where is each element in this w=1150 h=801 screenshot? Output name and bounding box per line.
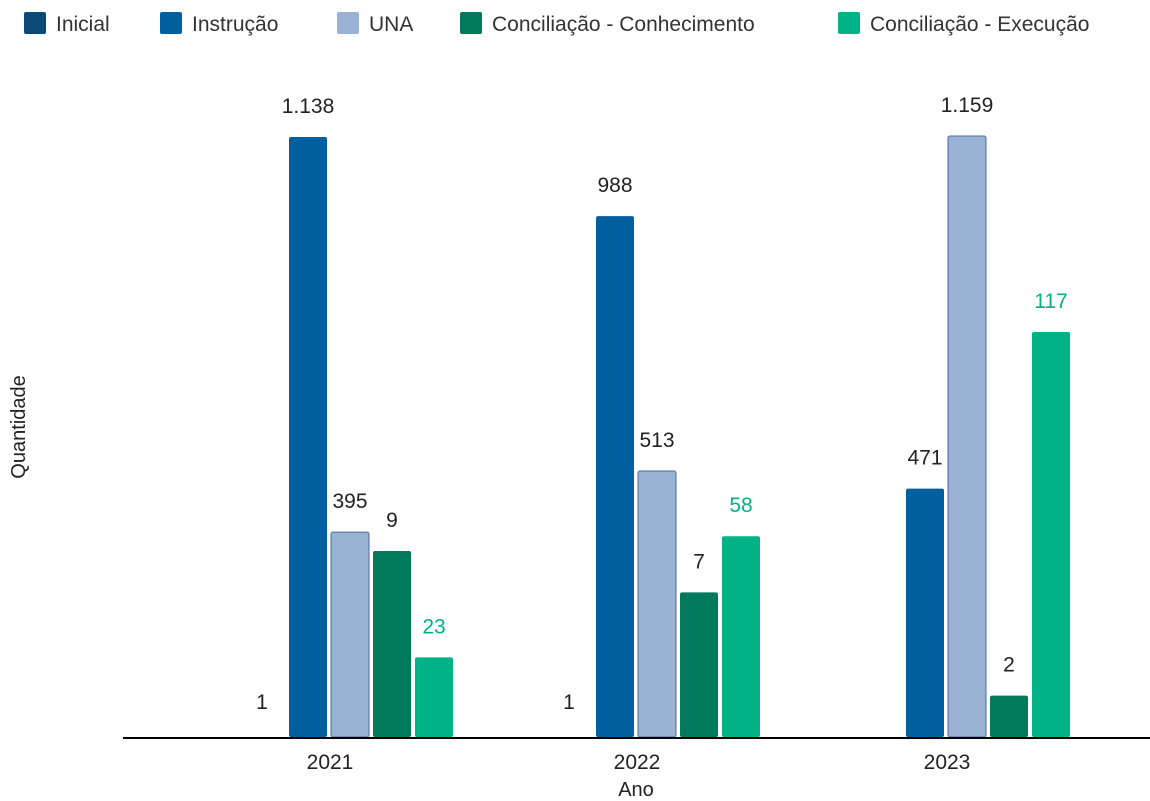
data-label-2023-3: 2 xyxy=(1003,654,1015,677)
legend-swatch-4 xyxy=(838,12,860,34)
bar-2023-1 xyxy=(906,488,944,737)
bar-2022-4 xyxy=(722,536,760,737)
legend-swatch-2 xyxy=(337,12,359,34)
data-label-2022-3: 7 xyxy=(693,550,705,573)
legend-swatch-1 xyxy=(160,12,182,34)
data-label-2023-2: 1.159 xyxy=(941,94,994,117)
legend-swatch-3 xyxy=(460,12,482,34)
bars xyxy=(289,135,1070,738)
data-label-2021-2: 395 xyxy=(332,490,367,513)
bar-2021-2 xyxy=(330,531,370,738)
bar-2021-1 xyxy=(289,137,327,737)
data-label-2021-0: 1 xyxy=(256,691,268,714)
bar-2023-4 xyxy=(1032,332,1070,737)
legend: Inicial Instrução UNA Conciliação - Conheci… xyxy=(24,12,1089,36)
bar-2022-3 xyxy=(680,592,718,737)
bar-2022-2 xyxy=(637,470,677,738)
data-label-2021-1: 1.138 xyxy=(282,95,335,118)
data-label-2023-4: 117 xyxy=(1034,290,1067,313)
data-labels: 1 1.138 395 9 23 1 988 513 7 58 471 1.159 2 117 xyxy=(256,94,1068,714)
bar-2021-3 xyxy=(373,551,411,737)
legend-label-3: Conciliação - Conhecimento xyxy=(492,13,755,36)
bar-2022-1 xyxy=(596,216,634,737)
x-axis-title: Ano xyxy=(618,779,654,801)
x-tick-2022: 2022 xyxy=(614,751,661,774)
data-label-2023-1: 471 xyxy=(907,447,942,470)
legend-swatch-0 xyxy=(24,12,46,34)
legend-label-2: UNA xyxy=(369,13,413,36)
bar-2023-3 xyxy=(990,695,1028,737)
bar-2023-2 xyxy=(947,135,987,738)
x-tick-labels: 2021 2022 2023 xyxy=(307,751,971,774)
data-label-2021-3: 9 xyxy=(386,509,398,532)
y-axis-title: Quantidade xyxy=(8,375,30,478)
legend-label-1: Instrução xyxy=(192,13,278,36)
legend-label-0: Inicial xyxy=(56,13,110,36)
data-label-2022-1: 988 xyxy=(597,174,632,197)
bar-2021-4 xyxy=(415,657,453,737)
data-label-2022-4: 58 xyxy=(729,494,752,517)
data-label-2022-2: 513 xyxy=(639,429,674,452)
data-label-2021-4: 23 xyxy=(422,615,445,638)
x-tick-2021: 2021 xyxy=(307,751,354,774)
legend-label-4: Conciliação - Execução xyxy=(870,13,1089,36)
x-tick-2023: 2023 xyxy=(924,751,971,774)
data-label-2022-0: 1 xyxy=(563,691,575,714)
